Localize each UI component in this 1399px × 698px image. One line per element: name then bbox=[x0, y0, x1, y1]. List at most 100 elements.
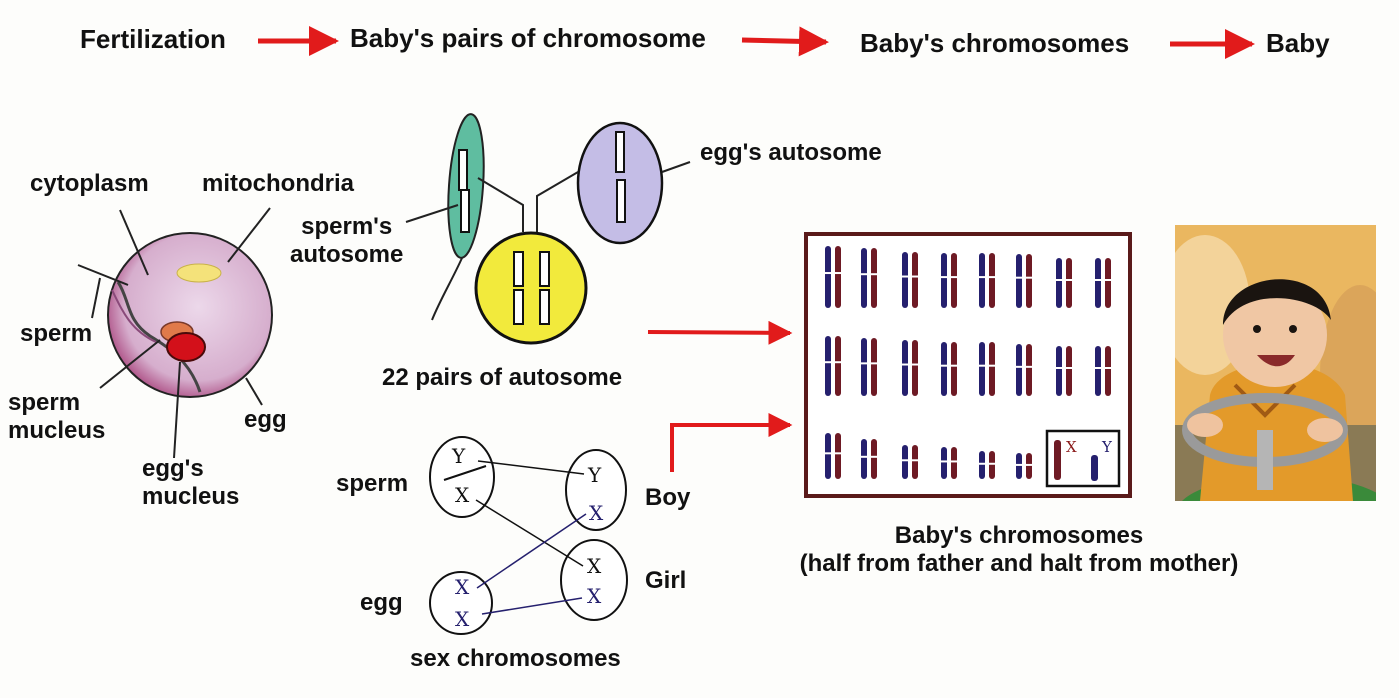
label-egg-nucleus-line2: mucleus bbox=[142, 482, 240, 510]
karyotype-chromosome bbox=[1016, 453, 1022, 479]
karyotype-centromere bbox=[951, 364, 957, 367]
karyotype-centromere bbox=[1056, 367, 1062, 369]
karyotype-chromosome bbox=[861, 338, 867, 396]
karyotype-centromere bbox=[825, 452, 831, 455]
karyotype-chromosome bbox=[1056, 346, 1062, 396]
label-sperm-nucleus-line1: sperm bbox=[8, 389, 81, 416]
karyotype-centromere bbox=[835, 452, 841, 455]
karyotype-chromosome bbox=[835, 433, 841, 479]
boy-x-letter: X bbox=[589, 501, 604, 525]
karyotype-chromosome bbox=[902, 252, 908, 308]
karyotype-centromere bbox=[861, 362, 867, 365]
karyotype-centromere bbox=[1105, 279, 1111, 281]
label-cytoplasm: cytoplasm bbox=[30, 170, 149, 197]
label-sperm-autosome-line1: sperm's bbox=[301, 213, 393, 240]
karyotype-centromere bbox=[979, 276, 985, 279]
karyotype-chromosome bbox=[825, 433, 831, 479]
karyotype-chromosome bbox=[1095, 258, 1101, 308]
karyotype-chromosome bbox=[989, 451, 995, 479]
karyotype-centromere bbox=[989, 462, 995, 465]
karyotype-x-letter: X bbox=[1066, 438, 1077, 456]
flow-step-chromosomes: Baby's chromosomes bbox=[860, 28, 1130, 58]
girl-x-letter-bottom: X bbox=[587, 584, 602, 608]
karyotype-centromere bbox=[941, 364, 947, 367]
egg-cell bbox=[77, 207, 273, 459]
karyotype-panel bbox=[804, 232, 1132, 498]
karyotype-chromosome bbox=[835, 336, 841, 396]
karyotype-centromere bbox=[979, 364, 985, 367]
karyotype-chromosome bbox=[1105, 346, 1111, 396]
karyotype-centromere bbox=[951, 460, 957, 463]
karyotype-chromosome bbox=[825, 246, 831, 308]
karyotype-centromere bbox=[941, 276, 947, 279]
flow-step-fertilization: Fertilization bbox=[80, 24, 226, 54]
karyotype-chromosome bbox=[871, 338, 877, 396]
egg-x-letter-bottom: X bbox=[455, 607, 470, 631]
karyotype-chromosome bbox=[951, 447, 957, 479]
karyotype-centromere bbox=[825, 272, 831, 275]
karyotype-chromosome bbox=[979, 451, 985, 479]
sex-chromosome-diagram bbox=[429, 436, 628, 635]
karyotype-centromere bbox=[1016, 276, 1022, 279]
karyotype-centromere bbox=[835, 361, 841, 364]
karyotype-chromosome bbox=[979, 342, 985, 396]
label-boy: Boy bbox=[645, 484, 691, 511]
karyotype-y-letter: Y bbox=[1101, 438, 1113, 456]
karyotype-chromosome bbox=[912, 445, 918, 479]
label-sex-sperm: sperm bbox=[336, 470, 409, 497]
karyotype-caption-line2: (half from father and halt from mother) bbox=[799, 549, 1239, 577]
karyotype-chromosome bbox=[912, 340, 918, 396]
karyotype-chromosome bbox=[989, 342, 995, 396]
label-sperm: sperm bbox=[20, 320, 93, 347]
karyotype-chromosome bbox=[1016, 254, 1022, 308]
karyotype-caption-line1: Baby's chromosomes bbox=[894, 522, 1144, 549]
autosome-figure bbox=[405, 113, 691, 345]
arrow-sex-to-karyotype bbox=[670, 413, 793, 472]
karyotype-centromere bbox=[861, 273, 867, 276]
karyotype-chromosome bbox=[1066, 258, 1072, 308]
karyotype-centromere bbox=[951, 276, 957, 279]
karyotype-centromere bbox=[1066, 367, 1072, 369]
label-sperm-autosome: sperm's autosome bbox=[290, 213, 403, 268]
karyotype-sex-x-chromosome bbox=[1054, 440, 1061, 480]
karyotype-chromosome bbox=[941, 447, 947, 479]
karyotype-chromosome bbox=[979, 253, 985, 308]
label-egg-nucleus: egg's mucleus bbox=[142, 455, 239, 510]
karyotype-chromosome bbox=[1016, 344, 1022, 396]
karyotype-chromosome bbox=[1056, 258, 1062, 308]
karyotype-chromosome bbox=[861, 248, 867, 308]
karyotype-centromere bbox=[1026, 463, 1032, 466]
karyotype-chromosome bbox=[861, 439, 867, 479]
girl-x-letter-top: X bbox=[587, 554, 602, 578]
karyotype-centromere bbox=[825, 361, 831, 364]
karyotype-sex-y-chromosome bbox=[1091, 455, 1098, 481]
karyotype-chromosome bbox=[912, 252, 918, 308]
label-sperm-nucleus-line2: mucleus bbox=[8, 416, 106, 444]
karyotype-centromere bbox=[1016, 365, 1022, 368]
sperm-y-letter: Y bbox=[451, 444, 466, 468]
karyotype-centromere bbox=[835, 272, 841, 275]
karyotype-chromosome bbox=[1066, 346, 1072, 396]
karyotype-chromosome bbox=[1026, 453, 1032, 479]
karyotype-centromere bbox=[1095, 367, 1101, 369]
karyotype-centromere bbox=[902, 275, 908, 278]
karyotype-centromere bbox=[871, 362, 877, 365]
karyotype-chromosome bbox=[871, 439, 877, 479]
karyotype-chromosome bbox=[902, 340, 908, 396]
karyotype-centromere bbox=[912, 275, 918, 278]
karyotype-centromere bbox=[1026, 276, 1032, 279]
karyotype-centromere bbox=[1026, 365, 1032, 368]
label-22-pairs: 22 pairs of autosome bbox=[382, 364, 623, 391]
label-egg-cell: egg bbox=[244, 406, 287, 433]
mitochondria-blob bbox=[176, 263, 222, 283]
label-sperm-nucleus: sperm mucleus bbox=[8, 389, 105, 444]
karyotype-chromosome bbox=[825, 336, 831, 396]
karyotype-centromere bbox=[912, 363, 918, 366]
baby-photo bbox=[1175, 225, 1376, 501]
karyotype-centromere bbox=[902, 363, 908, 366]
karyotype-chromosome bbox=[1095, 346, 1101, 396]
karyotype-centromere bbox=[902, 459, 908, 462]
egg-nucleus-blob bbox=[166, 332, 206, 362]
